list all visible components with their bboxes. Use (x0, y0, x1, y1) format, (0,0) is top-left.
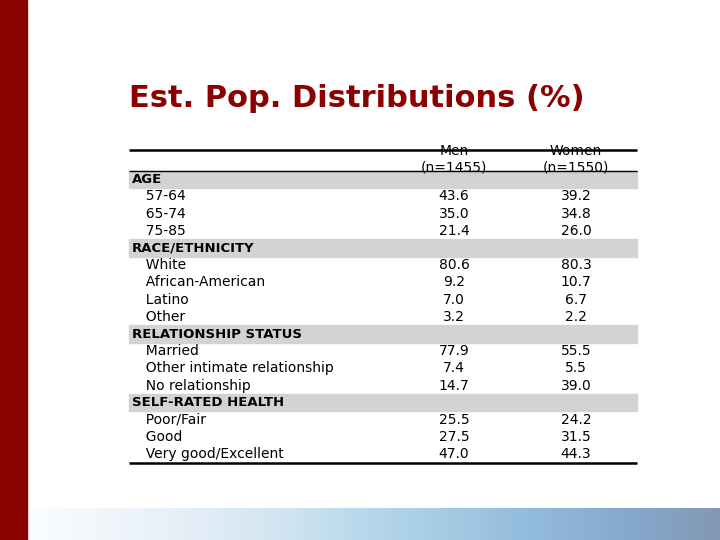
Text: Est. Pop. Distributions (%): Est. Pop. Distributions (%) (129, 84, 585, 112)
Text: 47.0: 47.0 (438, 447, 469, 461)
Text: 26.0: 26.0 (561, 224, 591, 238)
Text: African-American: African-American (138, 275, 266, 289)
Text: 57-64: 57-64 (138, 190, 186, 204)
Text: Other: Other (138, 310, 186, 324)
Text: 5.5: 5.5 (565, 361, 587, 375)
Text: 6.7: 6.7 (565, 293, 587, 307)
Text: SELF-RATED HEALTH: SELF-RATED HEALTH (132, 396, 284, 409)
Text: Men
(n=1455): Men (n=1455) (421, 144, 487, 174)
Text: 31.5: 31.5 (561, 430, 591, 444)
Text: 55.5: 55.5 (561, 344, 591, 358)
Text: 77.9: 77.9 (438, 344, 469, 358)
Text: 43.6: 43.6 (438, 190, 469, 204)
Text: 34.8: 34.8 (561, 207, 591, 221)
Text: 35.0: 35.0 (438, 207, 469, 221)
Text: Other intimate relationship: Other intimate relationship (138, 361, 334, 375)
Text: 65-74: 65-74 (138, 207, 186, 221)
Text: 27.5: 27.5 (438, 430, 469, 444)
Text: Women
(n=1550): Women (n=1550) (543, 144, 609, 174)
Text: 14.7: 14.7 (438, 379, 469, 393)
Text: RACE/ETHNICITY: RACE/ETHNICITY (132, 241, 254, 254)
Text: 75-85: 75-85 (138, 224, 186, 238)
Text: AGE: AGE (132, 173, 162, 186)
Text: Very good/Excellent: Very good/Excellent (138, 447, 284, 461)
Text: 7.0: 7.0 (443, 293, 465, 307)
Text: 2.2: 2.2 (565, 310, 587, 324)
Bar (129, 394, 636, 411)
Text: White: White (138, 258, 186, 272)
Text: No relationship: No relationship (138, 379, 251, 393)
Text: 21.4: 21.4 (438, 224, 469, 238)
Text: 10.7: 10.7 (561, 275, 591, 289)
Text: Married: Married (138, 344, 199, 358)
Text: 44.3: 44.3 (561, 447, 591, 461)
Text: 25.5: 25.5 (438, 413, 469, 427)
Text: Latino: Latino (138, 293, 189, 307)
Text: 39.0: 39.0 (561, 379, 591, 393)
Text: 7.4: 7.4 (443, 361, 465, 375)
Text: 3.2: 3.2 (443, 310, 465, 324)
Bar (129, 171, 636, 188)
Text: 24.2: 24.2 (561, 413, 591, 427)
Text: 9.2: 9.2 (443, 275, 465, 289)
Text: RELATIONSHIP STATUS: RELATIONSHIP STATUS (132, 328, 302, 341)
Text: 80.3: 80.3 (561, 258, 591, 272)
Text: Good: Good (138, 430, 183, 444)
Text: Poor/Fair: Poor/Fair (138, 413, 207, 427)
Text: 39.2: 39.2 (561, 190, 591, 204)
Bar (129, 239, 636, 256)
Text: 80.6: 80.6 (438, 258, 469, 272)
Bar (129, 326, 636, 342)
